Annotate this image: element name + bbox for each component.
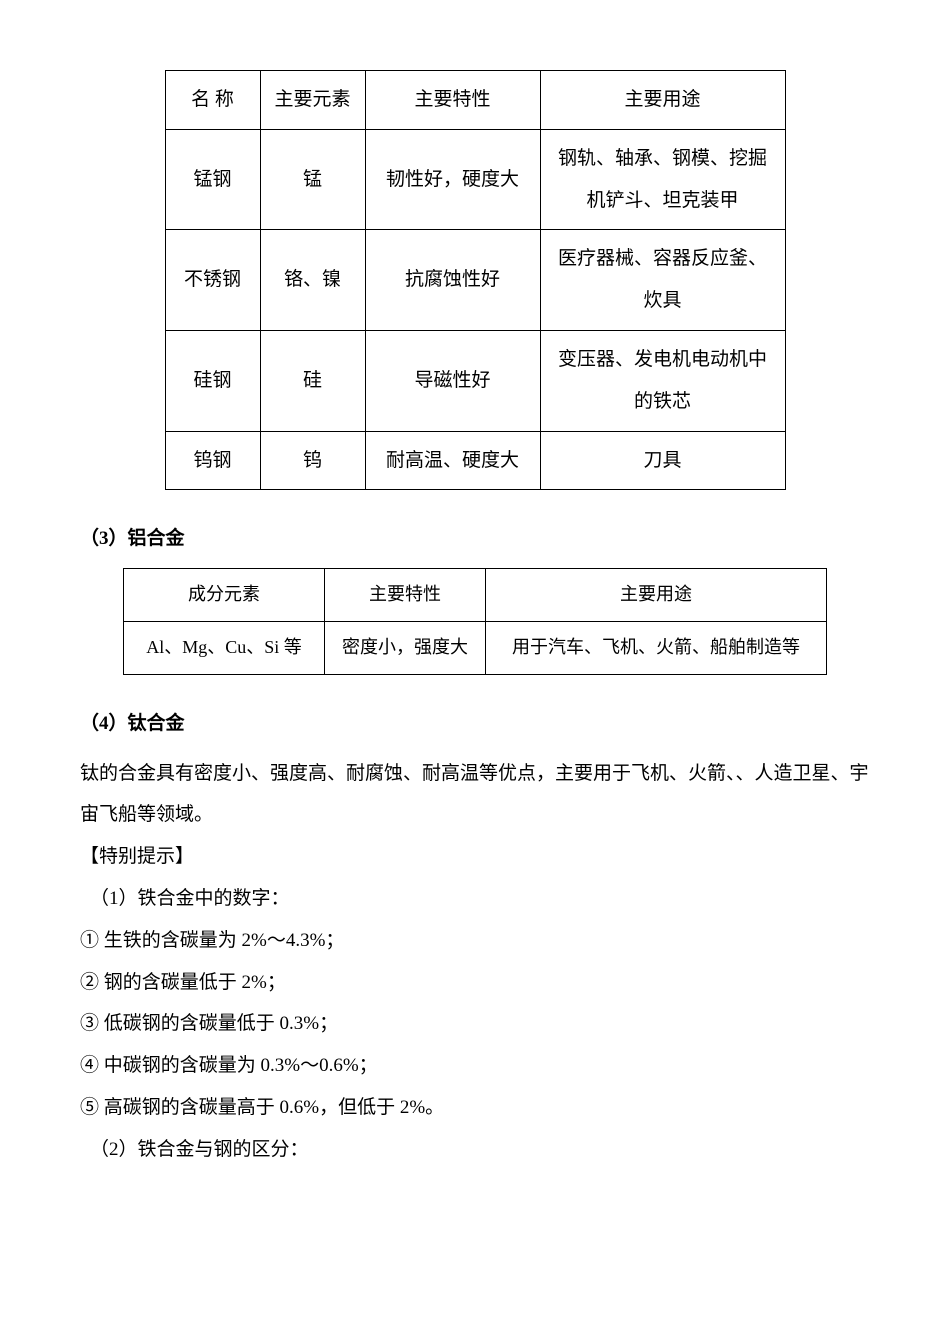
col-usage-header: 主要用途 <box>486 569 827 622</box>
col-composition-header: 成分元素 <box>124 569 325 622</box>
section-3-heading: （3）铝合金 <box>80 520 870 558</box>
special-tip-heading: 【特别提示】 <box>80 836 870 878</box>
col-element-header: 主要元素 <box>260 71 365 130</box>
cell-element: 铬、镍 <box>260 230 365 331</box>
cell-property: 抗腐蚀性好 <box>365 230 540 331</box>
cell-name: 钨钢 <box>165 431 260 490</box>
document-page: 名 称 主要元素 主要特性 主要用途 锰钢 锰 韧性好，硬度大 钢轨、轴承、钢模… <box>0 0 950 1344</box>
cell-usage: 钢轨、轴承、钢模、挖掘机铲斗、坦克装甲 <box>540 129 785 230</box>
col-property-header: 主要特性 <box>365 71 540 130</box>
steel-alloy-table: 名 称 主要元素 主要特性 主要用途 锰钢 锰 韧性好，硬度大 钢轨、轴承、钢模… <box>165 70 786 490</box>
table-row: Al、Mg、Cu、Si 等 密度小，强度大 用于汽车、飞机、火箭、船舶制造等 <box>124 621 827 674</box>
table-row: 钨钢 钨 耐高温、硬度大 刀具 <box>165 431 785 490</box>
col-usage-header: 主要用途 <box>540 71 785 130</box>
tip-1-5: ⑤ 高碳钢的含碳量高于 0.6%，但低于 2%。 <box>80 1087 870 1129</box>
cell-element: 锰 <box>260 129 365 230</box>
cell-property: 耐高温、硬度大 <box>365 431 540 490</box>
titanium-text: 钛的合金具有密度小、强度高、耐腐蚀、耐高温等优点，主要用于飞机、火箭、、人造卫星… <box>80 753 870 837</box>
cell-usage: 变压器、发电机电动机中的铁芯 <box>540 330 785 431</box>
cell-element: 钨 <box>260 431 365 490</box>
table-header-row: 名 称 主要元素 主要特性 主要用途 <box>165 71 785 130</box>
aluminum-alloy-table: 成分元素 主要特性 主要用途 Al、Mg、Cu、Si 等 密度小，强度大 用于汽… <box>123 568 827 674</box>
tip-1-1: ① 生铁的含碳量为 2%～4.3%； <box>80 920 870 962</box>
cell-element: 硅 <box>260 330 365 431</box>
col-name-header: 名 称 <box>165 71 260 130</box>
cell-name: 硅钢 <box>165 330 260 431</box>
tip-1: （1）铁合金中的数字： <box>80 878 870 920</box>
tip-1-4: ④ 中碳钢的含碳量为 0.3%～0.6%； <box>80 1045 870 1087</box>
tip-2: （2）铁合金与钢的区分： <box>80 1129 870 1171</box>
cell-property: 导磁性好 <box>365 330 540 431</box>
cell-usage: 医疗器械、容器反应釜、炊具 <box>540 230 785 331</box>
table-row: 不锈钢 铬、镍 抗腐蚀性好 医疗器械、容器反应釜、炊具 <box>165 230 785 331</box>
cell-usage: 刀具 <box>540 431 785 490</box>
cell-name: 锰钢 <box>165 129 260 230</box>
cell-usage: 用于汽车、飞机、火箭、船舶制造等 <box>486 621 827 674</box>
cell-property: 韧性好，硬度大 <box>365 129 540 230</box>
cell-composition: Al、Mg、Cu、Si 等 <box>124 621 325 674</box>
tip-1-3: ③ 低碳钢的含碳量低于 0.3%； <box>80 1003 870 1045</box>
section-4-heading: （4）钛合金 <box>80 705 870 743</box>
col-property-header: 主要特性 <box>325 569 486 622</box>
tip-1-2: ② 钢的含碳量低于 2%； <box>80 962 870 1004</box>
table-row: 锰钢 锰 韧性好，硬度大 钢轨、轴承、钢模、挖掘机铲斗、坦克装甲 <box>165 129 785 230</box>
table-row: 硅钢 硅 导磁性好 变压器、发电机电动机中的铁芯 <box>165 330 785 431</box>
cell-property: 密度小，强度大 <box>325 621 486 674</box>
table-header-row: 成分元素 主要特性 主要用途 <box>124 569 827 622</box>
cell-name: 不锈钢 <box>165 230 260 331</box>
